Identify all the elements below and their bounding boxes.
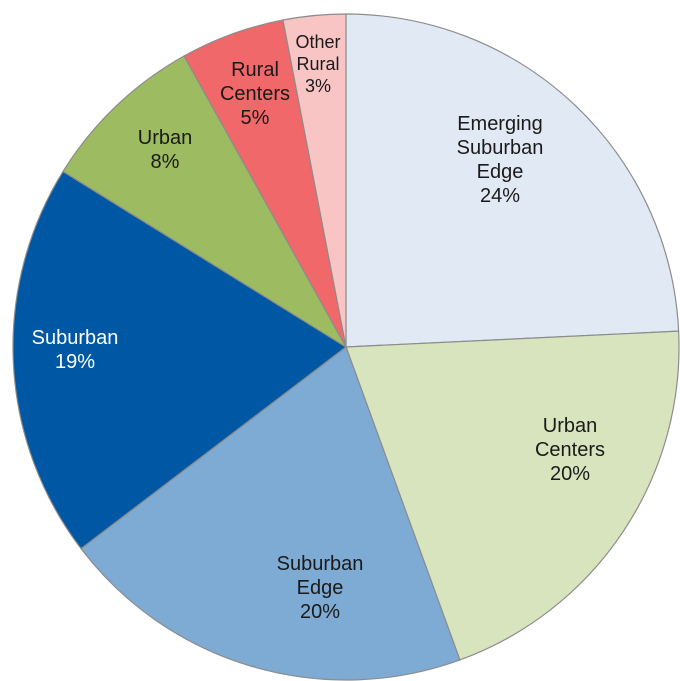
category-name: Urban Centers <box>534 415 606 461</box>
pie-slice <box>345 13 680 348</box>
slice-label: Suburban 19% <box>20 326 130 374</box>
value-label: 8% <box>150 151 180 173</box>
pie-slice <box>80 346 461 681</box>
value-label: 19% <box>54 351 96 373</box>
slice-label: Urban 8% <box>125 126 205 174</box>
value-label: 3% <box>304 76 331 96</box>
pie-slice <box>282 13 347 348</box>
pie-slice <box>12 170 348 550</box>
pie-slice <box>345 330 680 661</box>
slice-label: Rural Centers 5% <box>215 58 295 130</box>
value-label: 20% <box>549 463 591 485</box>
value-label: 20% <box>299 601 341 623</box>
slice-label: Other Rural 3% <box>293 31 343 97</box>
category-name: Urban <box>137 127 193 149</box>
category-name: Suburban <box>31 327 119 349</box>
category-name: Emerging Suburban Edge <box>456 113 544 183</box>
category-name: Other Rural <box>295 32 341 74</box>
slice-label: Suburban Edge 20% <box>270 552 370 624</box>
value-label: 5% <box>240 107 270 129</box>
pie-slice <box>62 55 348 349</box>
value-label: 24% <box>479 185 521 207</box>
category-name: Rural Centers <box>219 59 291 105</box>
slice-label: Emerging Suburban Edge 24% <box>445 112 555 208</box>
category-name: Suburban Edge <box>276 553 364 599</box>
slice-label: Urban Centers 20% <box>525 414 615 486</box>
